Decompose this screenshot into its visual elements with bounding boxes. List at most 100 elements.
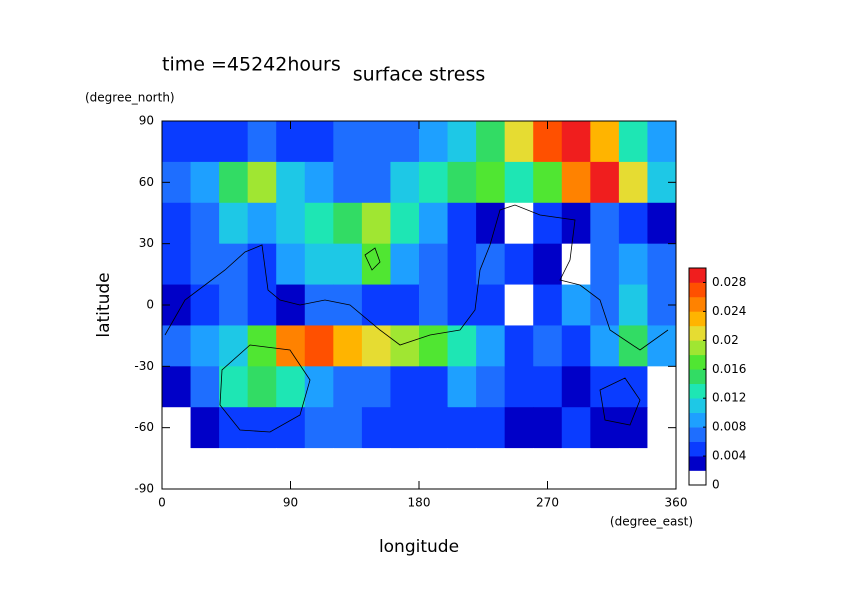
cell [476,202,506,245]
cell [419,366,449,408]
colorbar-swatch [689,427,706,442]
cell [304,243,334,286]
cell [419,407,449,449]
cell [504,366,534,408]
cell [276,284,306,326]
y-tick-label: -90 [134,482,154,496]
cell [361,407,391,449]
cell [561,243,591,286]
colorbar-swatch [689,398,706,413]
cell [390,121,420,163]
y-tick-label: 90 [139,114,154,128]
cell [447,202,477,245]
cell [333,407,363,449]
cell [219,325,249,367]
colorbar-tick-label: 0.012 [712,391,746,405]
colorbar-tick-label: 0.004 [712,449,746,463]
cell [447,161,477,204]
cell [276,243,306,286]
y-tick-label: 30 [139,236,154,250]
cell [304,448,334,490]
cell [419,121,449,163]
cell [476,243,506,286]
cell [590,121,620,163]
cell [276,161,306,204]
cell [590,325,620,367]
colorbar-swatch [689,268,706,283]
colorbar-swatch [689,340,706,356]
cell [247,448,277,490]
cell [247,284,277,326]
plot-frame [161,120,677,490]
cell [561,161,591,204]
cell [647,325,677,367]
cell [361,366,391,408]
cell [190,407,220,449]
colorbar-tick-label: 0.028 [712,275,746,289]
colorbar-tick-label: 0.008 [712,420,746,434]
x-tick-label: 360 [665,496,688,510]
cell [504,448,534,490]
cell [647,121,677,163]
cell [333,161,363,204]
cell [476,366,506,408]
cell [618,448,648,490]
cell [390,161,420,204]
cell [390,448,420,490]
cell [533,366,563,408]
cell [190,202,220,245]
cell [419,243,449,286]
cell [361,448,391,490]
cell [618,407,648,449]
cell [447,121,477,163]
cell [618,284,648,326]
cell [219,243,249,286]
cell [162,121,192,163]
cell [561,407,591,449]
y-tick-label: 60 [139,175,154,189]
cell [219,202,249,245]
cell [419,161,449,204]
cell [361,202,391,245]
cell [561,366,591,408]
cell [162,325,192,367]
cell [476,407,506,449]
coastline [364,247,381,271]
cell [219,121,249,163]
colorbar-tick-label: 0 [712,478,720,492]
cell [447,407,477,449]
cell [476,284,506,326]
cell [162,366,192,408]
cell [304,202,334,245]
cell [219,161,249,204]
cell [590,161,620,204]
cell [618,325,648,367]
y-unit: (degree_north) [85,91,175,105]
cell [304,284,334,326]
cell [390,243,420,286]
cell [476,161,506,204]
cell [190,448,220,490]
cell [533,161,563,204]
cell [333,366,363,408]
cell [247,121,277,163]
colorbar-swatch [689,470,706,486]
cell [419,448,449,490]
colorbar-tick-label: 0.024 [712,304,746,318]
cell [219,448,249,490]
subtitle: time =45242hours [162,54,341,76]
cell [247,202,277,245]
cell [590,407,620,449]
cell [533,243,563,286]
cell [618,243,648,286]
cell [561,325,591,367]
cell [504,284,534,326]
cell [533,202,563,245]
cell [276,202,306,245]
cell [304,407,334,449]
cell [561,202,591,245]
cell [447,325,477,367]
y-tick-label: 0 [146,298,154,312]
coastline [164,204,669,351]
cell [247,243,277,286]
